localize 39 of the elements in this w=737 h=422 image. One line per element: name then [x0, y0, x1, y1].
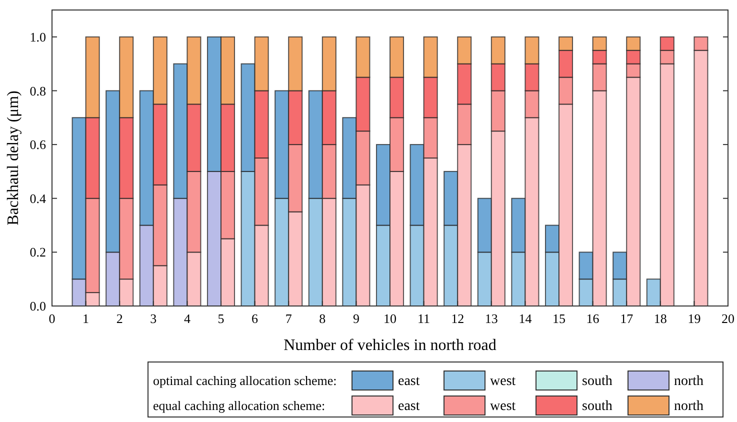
legend-label: west [490, 399, 516, 414]
legend-label: north [674, 374, 704, 389]
x-tick-label: 3 [150, 311, 157, 326]
x-tick-label: 18 [654, 311, 667, 326]
x-tick-label: 1 [82, 311, 90, 326]
x-tick-label: 0 [48, 311, 56, 326]
x-tick-label: 19 [688, 311, 701, 326]
x-tick-label: 12 [451, 311, 464, 326]
x-tick-label: 7 [285, 311, 292, 326]
legend-label: south [582, 374, 612, 389]
x-tick-label: 9 [352, 311, 360, 326]
x-tick-label: 4 [184, 311, 191, 326]
legend-label: south [582, 399, 612, 414]
y-tick-label: 0.0 [30, 298, 46, 314]
y-tick-label: 0.4 [30, 190, 46, 206]
x-tick-label: 6 [252, 311, 259, 326]
x-tick-label: 10 [384, 311, 396, 326]
x-tick-label: 20 [722, 311, 734, 326]
x-tick-label: 17 [620, 311, 634, 326]
x-axis-title: Number of vehicles in north road [284, 337, 496, 354]
legend-label: east [398, 374, 420, 389]
y-tick-label: 0.8 [30, 83, 46, 98]
legend-label: east [398, 399, 420, 414]
text: equal caching allocation scheme: [153, 398, 326, 413]
x-tick-label: 13 [484, 311, 498, 326]
legend-label: west [490, 374, 516, 389]
y-axis-title: Backhaul delay (μm) [5, 90, 22, 226]
x-tick-label: 2 [116, 311, 123, 326]
y-tick-label: 0.2 [30, 244, 46, 260]
y-tick-label: 1.0 [30, 29, 46, 44]
x-tick-label: 14 [518, 311, 532, 326]
text: optimal caching allocation scheme: [153, 373, 337, 388]
legend-label: north [674, 399, 704, 414]
x-tick-label: 16 [586, 311, 600, 326]
y-tick-label: 0.6 [30, 137, 46, 152]
x-tick-label: 5 [218, 311, 224, 326]
x-tick-label: 15 [552, 311, 566, 326]
x-tick-label: 8 [319, 311, 326, 326]
x-tick-label: 11 [418, 311, 430, 326]
